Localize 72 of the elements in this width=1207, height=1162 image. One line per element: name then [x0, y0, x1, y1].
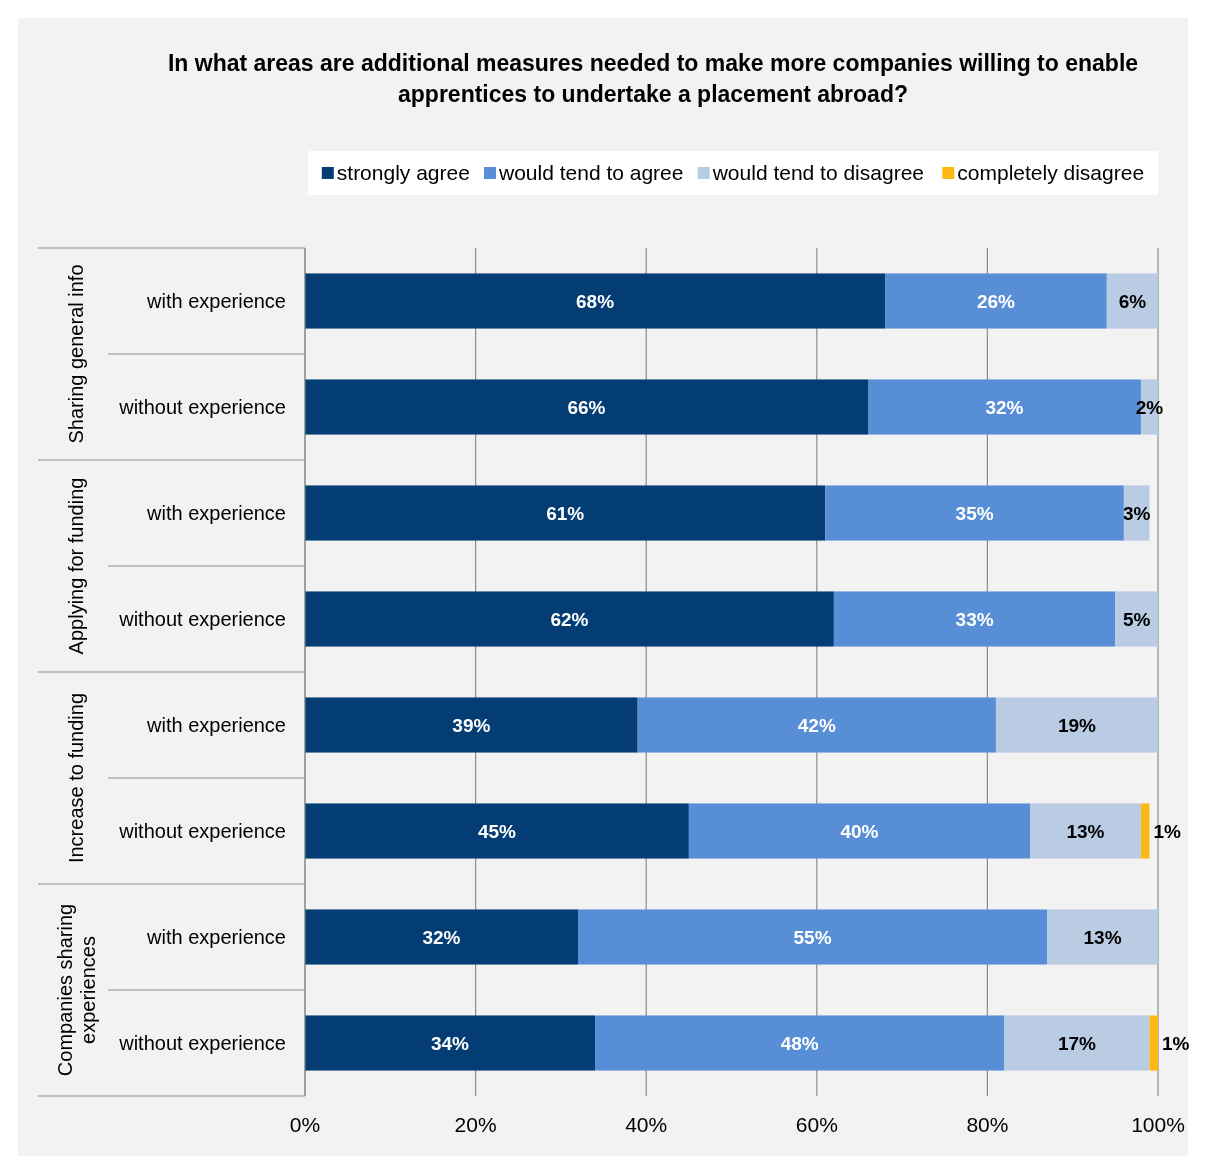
text: Companies sharing experiences [54, 903, 99, 1077]
bar [995, 697, 1158, 753]
data-label: 66% [567, 396, 606, 418]
bar [1115, 591, 1158, 647]
data-label: 55% [793, 926, 832, 948]
data-label: 68% [576, 290, 615, 312]
x-tick-label: 100% [1131, 1113, 1185, 1137]
y-tick-label: with experience [146, 714, 286, 736]
legend-label: would tend to disagree [711, 161, 925, 185]
bar [1004, 1015, 1150, 1071]
text: Applying for funding [65, 477, 87, 655]
data-label: 40% [840, 820, 879, 842]
data-label: 48% [780, 1032, 819, 1054]
x-tick-label: 0% [289, 1113, 321, 1137]
x-tick-label: 20% [454, 1113, 497, 1137]
data-label: 34% [430, 1032, 470, 1054]
bar [305, 591, 834, 647]
y-tick-label: with experience [146, 290, 286, 312]
y-tick-label: without experience [118, 1032, 286, 1054]
data-label: 45% [477, 820, 517, 842]
bar [1149, 1015, 1158, 1071]
data-label: 39% [452, 714, 491, 736]
bar [305, 485, 826, 541]
data-label: 1% [1153, 820, 1182, 842]
data-label: 61% [546, 502, 585, 524]
data-label: 26% [976, 290, 1016, 312]
text: Sharing general info [65, 264, 87, 444]
data-label: 5% [1122, 608, 1151, 630]
chart-title: In what areas are additional measures needed to make more companies willing to enable apprentices to undertake a placement abroad? [167, 50, 1139, 107]
data-label: 13% [1083, 926, 1122, 948]
legend-label: would tend to agree [498, 161, 684, 185]
data-label: 17% [1057, 1032, 1097, 1054]
data-label: 3% [1122, 502, 1151, 524]
y-tick-label: with experience [146, 926, 286, 948]
y-tick-label: with experience [146, 502, 286, 524]
data-label: 19% [1057, 714, 1097, 736]
bar [688, 803, 1031, 859]
data-label: 35% [955, 502, 994, 524]
bar [825, 485, 1124, 541]
text: Increase to funding [65, 692, 87, 864]
bar [577, 909, 1048, 965]
bar [305, 1015, 596, 1071]
y-tick-label: without experience [118, 396, 286, 418]
bar [1047, 909, 1158, 965]
bar [885, 273, 1107, 329]
bar [305, 379, 868, 435]
bar [305, 697, 638, 753]
x-tick-label: 60% [795, 1113, 838, 1137]
data-label: 2% [1135, 396, 1164, 418]
data-label: 6% [1118, 290, 1147, 312]
bar [637, 697, 996, 753]
bar [305, 803, 689, 859]
data-label: 32% [422, 926, 461, 948]
bar [1030, 803, 1141, 859]
bar [305, 273, 886, 329]
legend-label: completely disagree [957, 161, 1145, 185]
legend-label: strongly agree [336, 161, 470, 185]
x-tick-label: 40% [625, 1113, 668, 1137]
bar [305, 909, 578, 965]
data-label: 32% [985, 396, 1024, 418]
data-label: 62% [550, 608, 589, 630]
y-tick-label: without experience [118, 820, 286, 842]
bar [1106, 273, 1158, 329]
data-label: 33% [955, 608, 994, 630]
data-label: 13% [1066, 820, 1105, 842]
y-tick-label: without experience [118, 608, 286, 630]
bar [595, 1015, 1005, 1071]
bar [1140, 803, 1150, 859]
data-label: 42% [797, 714, 836, 736]
data-label: 1% [1162, 1032, 1190, 1054]
bar [833, 591, 1116, 647]
x-tick-label: 80% [966, 1113, 1009, 1137]
